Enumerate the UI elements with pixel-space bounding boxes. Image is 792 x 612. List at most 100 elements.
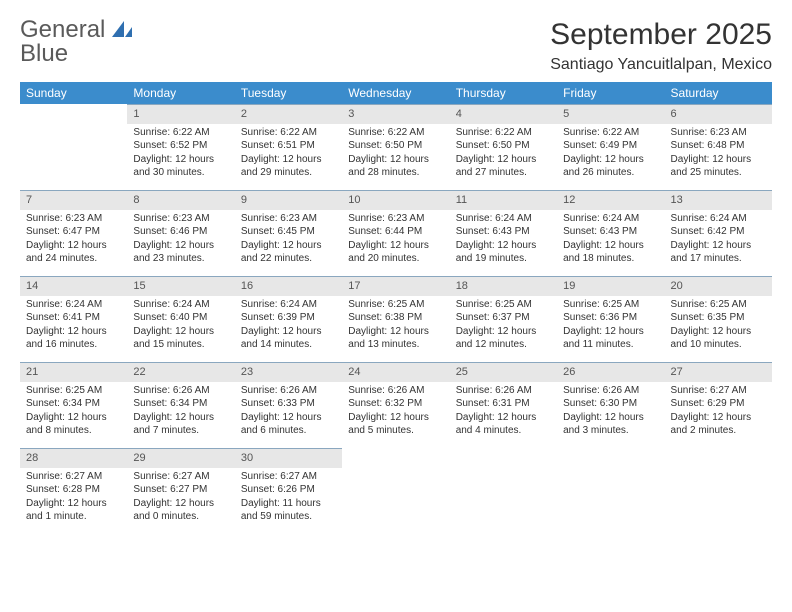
sunrise-text: Sunrise: 6:22 AM [456,126,551,140]
day-number: 7 [20,190,127,210]
day-number: 30 [235,448,342,468]
daylight-text: Daylight: 12 hours and 19 minutes. [456,239,551,266]
day-details: Sunrise: 6:27 AMSunset: 6:29 PMDaylight:… [665,382,772,442]
location-label: Santiago Yancuitlalpan, Mexico [550,56,772,74]
sunrise-text: Sunrise: 6:25 AM [671,298,766,312]
sunset-text: Sunset: 6:34 PM [133,397,228,411]
sunrise-text: Sunrise: 6:23 AM [241,212,336,226]
daylight-text: Daylight: 12 hours and 12 minutes. [456,325,551,352]
sunrise-text: Sunrise: 6:24 AM [671,212,766,226]
daylight-text: Daylight: 12 hours and 3 minutes. [563,411,658,438]
calendar-cell: 26Sunrise: 6:26 AMSunset: 6:30 PMDayligh… [557,362,664,448]
day-details: Sunrise: 6:24 AMSunset: 6:39 PMDaylight:… [235,296,342,356]
calendar-cell: 2Sunrise: 6:22 AMSunset: 6:51 PMDaylight… [235,104,342,190]
sunset-text: Sunset: 6:38 PM [348,311,443,325]
daylight-text: Daylight: 12 hours and 4 minutes. [456,411,551,438]
brand-word1: General [20,16,105,43]
day-number: 13 [665,190,772,210]
day-number: 19 [557,276,664,296]
day-number: 17 [342,276,449,296]
day-number: 21 [20,362,127,382]
calendar-cell: 7Sunrise: 6:23 AMSunset: 6:47 PMDaylight… [20,190,127,276]
calendar-cell: 20Sunrise: 6:25 AMSunset: 6:35 PMDayligh… [665,276,772,362]
sunset-text: Sunset: 6:29 PM [671,397,766,411]
calendar-cell: 27Sunrise: 6:27 AMSunset: 6:29 PMDayligh… [665,362,772,448]
weekday-header: Monday [127,82,234,104]
day-details: Sunrise: 6:26 AMSunset: 6:32 PMDaylight:… [342,382,449,442]
calendar-cell: 30Sunrise: 6:27 AMSunset: 6:26 PMDayligh… [235,448,342,534]
calendar-cell: 11Sunrise: 6:24 AMSunset: 6:43 PMDayligh… [450,190,557,276]
daylight-text: Daylight: 12 hours and 29 minutes. [241,153,336,180]
daylight-text: Daylight: 12 hours and 7 minutes. [133,411,228,438]
sunrise-text: Sunrise: 6:22 AM [133,126,228,140]
sunset-text: Sunset: 6:41 PM [26,311,121,325]
brand-sail-icon [112,21,132,42]
day-details: Sunrise: 6:24 AMSunset: 6:41 PMDaylight:… [20,296,127,356]
day-number: 18 [450,276,557,296]
weekday-header-row: Sunday Monday Tuesday Wednesday Thursday… [20,82,772,104]
day-number: 27 [665,362,772,382]
title-block: September 2025 Santiago Yancuitlalpan, M… [550,18,772,74]
daylight-text: Daylight: 12 hours and 0 minutes. [133,497,228,524]
daylight-text: Daylight: 12 hours and 1 minute. [26,497,121,524]
sunrise-text: Sunrise: 6:24 AM [26,298,121,312]
weekday-header: Tuesday [235,82,342,104]
sunrise-text: Sunrise: 6:25 AM [26,384,121,398]
sunset-text: Sunset: 6:37 PM [456,311,551,325]
calendar-cell: 5Sunrise: 6:22 AMSunset: 6:49 PMDaylight… [557,104,664,190]
page-title: September 2025 [550,18,772,52]
day-number: 26 [557,362,664,382]
weekday-header: Saturday [665,82,772,104]
sunrise-text: Sunrise: 6:26 AM [563,384,658,398]
sunrise-text: Sunrise: 6:27 AM [671,384,766,398]
day-details: Sunrise: 6:23 AMSunset: 6:44 PMDaylight:… [342,210,449,270]
calendar-cell: 17Sunrise: 6:25 AMSunset: 6:38 PMDayligh… [342,276,449,362]
calendar-cell: 9Sunrise: 6:23 AMSunset: 6:45 PMDaylight… [235,190,342,276]
sunset-text: Sunset: 6:32 PM [348,397,443,411]
sunset-text: Sunset: 6:35 PM [671,311,766,325]
daylight-text: Daylight: 12 hours and 22 minutes. [241,239,336,266]
calendar-cell [665,448,772,534]
calendar-cell: 12Sunrise: 6:24 AMSunset: 6:43 PMDayligh… [557,190,664,276]
day-number: 5 [557,104,664,124]
calendar-cell: 19Sunrise: 6:25 AMSunset: 6:36 PMDayligh… [557,276,664,362]
sunrise-text: Sunrise: 6:22 AM [348,126,443,140]
sunset-text: Sunset: 6:43 PM [563,225,658,239]
sunrise-text: Sunrise: 6:26 AM [348,384,443,398]
weekday-header: Sunday [20,82,127,104]
sunset-text: Sunset: 6:42 PM [671,225,766,239]
calendar-cell: 16Sunrise: 6:24 AMSunset: 6:39 PMDayligh… [235,276,342,362]
daylight-text: Daylight: 12 hours and 18 minutes. [563,239,658,266]
weekday-header: Wednesday [342,82,449,104]
day-details: Sunrise: 6:22 AMSunset: 6:51 PMDaylight:… [235,124,342,184]
sunset-text: Sunset: 6:50 PM [348,139,443,153]
day-details: Sunrise: 6:22 AMSunset: 6:52 PMDaylight:… [127,124,234,184]
calendar-week-row: 1Sunrise: 6:22 AMSunset: 6:52 PMDaylight… [20,104,772,190]
calendar-cell: 18Sunrise: 6:25 AMSunset: 6:37 PMDayligh… [450,276,557,362]
daylight-text: Daylight: 12 hours and 6 minutes. [241,411,336,438]
day-details: Sunrise: 6:25 AMSunset: 6:34 PMDaylight:… [20,382,127,442]
sunset-text: Sunset: 6:51 PM [241,139,336,153]
sunrise-text: Sunrise: 6:27 AM [241,470,336,484]
day-details: Sunrise: 6:25 AMSunset: 6:36 PMDaylight:… [557,296,664,356]
day-number: 23 [235,362,342,382]
day-details: Sunrise: 6:23 AMSunset: 6:47 PMDaylight:… [20,210,127,270]
day-details: Sunrise: 6:27 AMSunset: 6:28 PMDaylight:… [20,468,127,528]
day-details: Sunrise: 6:26 AMSunset: 6:34 PMDaylight:… [127,382,234,442]
daylight-text: Daylight: 12 hours and 16 minutes. [26,325,121,352]
sunset-text: Sunset: 6:39 PM [241,311,336,325]
sunset-text: Sunset: 6:46 PM [133,225,228,239]
calendar-week-row: 14Sunrise: 6:24 AMSunset: 6:41 PMDayligh… [20,276,772,362]
day-details: Sunrise: 6:23 AMSunset: 6:46 PMDaylight:… [127,210,234,270]
daylight-text: Daylight: 12 hours and 15 minutes. [133,325,228,352]
day-details: Sunrise: 6:24 AMSunset: 6:43 PMDaylight:… [557,210,664,270]
day-number: 14 [20,276,127,296]
sunrise-text: Sunrise: 6:27 AM [133,470,228,484]
sunrise-text: Sunrise: 6:26 AM [133,384,228,398]
day-details: Sunrise: 6:26 AMSunset: 6:33 PMDaylight:… [235,382,342,442]
day-number: 20 [665,276,772,296]
sunset-text: Sunset: 6:50 PM [456,139,551,153]
weekday-header: Friday [557,82,664,104]
calendar-cell: 29Sunrise: 6:27 AMSunset: 6:27 PMDayligh… [127,448,234,534]
sunset-text: Sunset: 6:45 PM [241,225,336,239]
